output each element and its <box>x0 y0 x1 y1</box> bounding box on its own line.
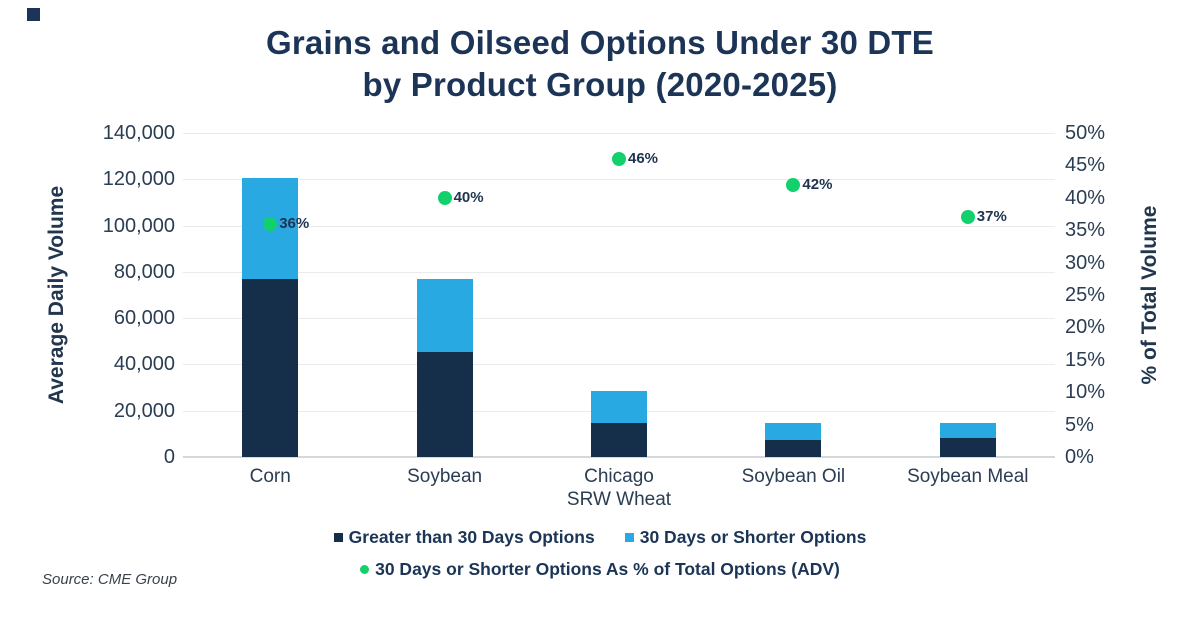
legend-item-label: 30 Days or Shorter Options <box>639 527 867 547</box>
percent-dot-3 <box>786 177 801 192</box>
right-axis-tick-label: 45% <box>1065 154 1106 177</box>
left-axis-tick-label: 20,000 <box>113 399 175 422</box>
x-axis-label-line: Soybean <box>407 466 483 487</box>
right-axis-tick-label: 20% <box>1065 316 1106 339</box>
percent-dot-0 <box>263 216 278 231</box>
right-axis-tick-label: 5% <box>1065 413 1094 436</box>
x-axis-label-line: Chicago <box>584 466 654 487</box>
legend-square-icon <box>624 533 634 542</box>
gridline <box>183 271 1055 273</box>
bar-segment-30-or-shorter-3 <box>765 423 822 440</box>
right-axis-tick-label: 0% <box>1065 446 1094 468</box>
right-axis-tick-label: 30% <box>1065 251 1106 274</box>
left-axis-tick-label: 0 <box>163 446 175 468</box>
x-axis-label-line: Soybean Meal <box>907 466 1029 487</box>
legend-item: 30 Days or Shorter Options As % of Total… <box>360 559 840 580</box>
gridline <box>183 456 1055 458</box>
chart-title-line1: Grains and Oilseed Options Under 30 DTE <box>266 24 934 61</box>
bar-segment-greater-30-2 <box>591 423 647 457</box>
percent-dot-label-0: 36% <box>279 214 310 232</box>
legend-circle-icon <box>360 565 370 574</box>
x-axis-label-3: Soybean Oil <box>713 465 873 488</box>
gridline <box>183 318 1055 320</box>
percent-dot-2 <box>612 151 626 166</box>
x-axis-label-2: Chicago SRW Wheat <box>539 465 699 511</box>
x-axis-label-0: Corn <box>190 465 350 488</box>
legend-item: 30 Days or Shorter Options <box>624 527 867 548</box>
percent-dot-label-1: 40% <box>453 188 484 206</box>
right-axis-tick-label: 50% <box>1065 122 1106 144</box>
right-axis-tick-label: 40% <box>1065 186 1106 209</box>
left-axis-tick-label: 100,000 <box>102 214 175 237</box>
bar-segment-30-or-shorter-2 <box>591 391 647 424</box>
gridline <box>183 133 1055 134</box>
legend-square-icon <box>333 533 343 542</box>
right-axis-tick-label: 25% <box>1065 284 1106 306</box>
source-note: Source: CME Group <box>42 571 178 588</box>
bar-segment-30-or-shorter-4 <box>939 423 996 439</box>
legend-item-label: Greater than 30 Days Options <box>348 527 595 547</box>
gridline <box>183 225 1055 227</box>
left-axis-tick-label: 140,000 <box>102 122 175 144</box>
legend-item: Greater than 30 Days Options <box>333 527 595 548</box>
bar-segment-greater-30-3 <box>765 439 822 457</box>
gridline <box>183 364 1055 366</box>
bar-segment-greater-30-0 <box>242 278 299 457</box>
chart-title-line2: by Product Group (2020-2025) <box>362 66 838 103</box>
percent-dot-label-2: 46% <box>628 149 659 167</box>
legend-row-1: 30 Days or Shorter Options As % of Total… <box>360 559 840 580</box>
legend-item-label: 30 Days or Shorter Options As % of Total… <box>375 559 840 579</box>
right-axis-tick-label: 15% <box>1065 348 1106 371</box>
x-axis-label-1: Soybean <box>365 465 525 488</box>
bar-segment-greater-30-4 <box>939 438 996 457</box>
left-axis-tick-label: 60,000 <box>113 307 175 330</box>
gridline <box>183 179 1055 181</box>
x-axis-label-4: Soybean Meal <box>888 465 1048 488</box>
percent-dot-label-3: 42% <box>802 175 833 193</box>
left-axis-tick-label: 40,000 <box>113 353 175 376</box>
chart-legend: Greater than 30 Days Options 30 Days or S… <box>0 527 1200 580</box>
right-axis-tick-label: 10% <box>1065 381 1106 404</box>
percent-dot-4 <box>960 210 975 225</box>
percent-dot-label-4: 37% <box>976 208 1007 226</box>
legend-row-0: Greater than 30 Days Options 30 Days or S… <box>333 527 867 548</box>
x-axis-label-line: Corn <box>249 466 291 487</box>
percent-dot-1 <box>437 190 452 205</box>
bar-segment-30-or-shorter-1 <box>416 278 473 352</box>
x-axis-label-line: Soybean Oil <box>741 466 846 487</box>
right-axis-tick-label: 35% <box>1065 219 1106 242</box>
left-axis-tick-label: 80,000 <box>113 260 175 283</box>
chart-title: Grains and Oilseed Options Under 30 DTE … <box>0 22 1200 106</box>
left-axis-tick-label: 120,000 <box>102 168 175 191</box>
bar-segment-greater-30-1 <box>416 351 473 457</box>
x-axis-label-line: SRW Wheat <box>566 489 672 510</box>
brand-mark-square <box>27 8 40 21</box>
